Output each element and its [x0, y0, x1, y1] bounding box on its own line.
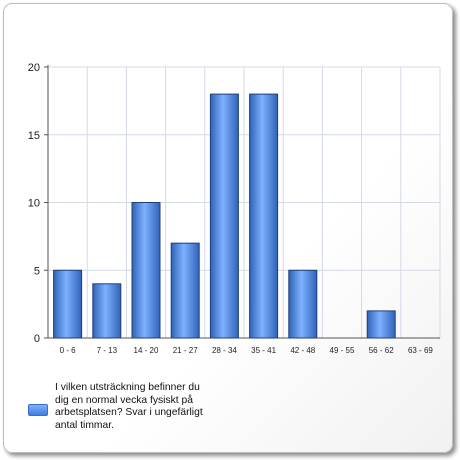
x-tick-label: 56 - 62 [369, 346, 394, 355]
y-tick-label: 5 [34, 265, 40, 277]
y-tick-label: 0 [34, 333, 40, 345]
bar [131, 202, 161, 339]
x-tick-labels: 0 - 6 7 - 13 14 - 20 21 - 27 28 - 34 35 - 41 4… [60, 346, 434, 355]
legend: I vilken utsträckning befinner du dig en… [28, 382, 268, 432]
x-tick-label: 49 - 55 [330, 346, 355, 355]
bar [249, 93, 279, 339]
y-tick-label: 20 [28, 62, 40, 74]
y-tick-label: 10 [28, 198, 40, 210]
bars [53, 93, 396, 339]
bar [209, 93, 239, 339]
gridlines [48, 66, 441, 338]
y-tick-label: 15 [28, 130, 40, 142]
bar [366, 310, 396, 339]
x-tick-label: 42 - 48 [290, 346, 315, 355]
bar [170, 242, 200, 339]
bar [288, 269, 318, 339]
x-tick-label: 14 - 20 [134, 346, 159, 355]
legend-swatch [28, 404, 48, 416]
legend-label: I vilken utsträckning befinner du dig en… [55, 382, 203, 431]
bar [53, 269, 83, 339]
y-tick-labels: 0 5 10 15 20 [28, 62, 40, 345]
x-tick-label: 7 - 13 [97, 346, 118, 355]
x-tick-label: 35 - 41 [251, 346, 276, 355]
x-tick-label: 0 - 6 [60, 346, 77, 355]
bar [92, 283, 122, 339]
x-tick-label: 21 - 27 [173, 346, 198, 355]
x-tick-label: 63 - 69 [408, 346, 433, 355]
x-tick-label: 28 - 34 [212, 346, 237, 355]
